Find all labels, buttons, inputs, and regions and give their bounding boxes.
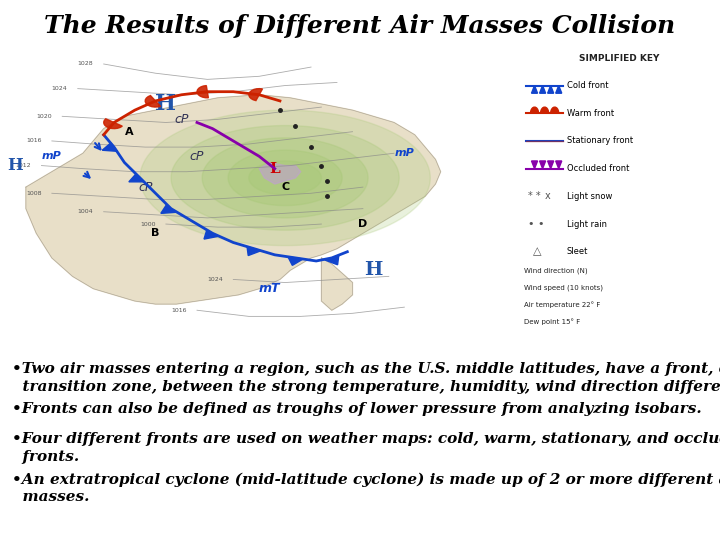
Text: •Fronts can also be defined as troughs of lower pressure from analyzing isobars.: •Fronts can also be defined as troughs o… [12,402,702,416]
Text: cP: cP [190,150,204,163]
Text: B: B [151,228,160,238]
Text: •Four different fronts are used on weather maps: cold, warm, stationary, and occ: •Four different fronts are used on weath… [12,432,720,463]
Text: Wind speed (10 knots): Wind speed (10 knots) [524,285,603,291]
Text: △: △ [533,247,541,256]
Text: cP: cP [138,180,153,194]
Text: Light rain: Light rain [567,220,607,228]
Polygon shape [548,85,554,93]
Polygon shape [321,258,353,310]
Polygon shape [104,119,122,129]
Text: mT: mT [258,282,280,295]
Text: H: H [156,93,176,115]
Polygon shape [539,85,546,93]
Text: mP: mP [395,148,414,158]
Text: 1028: 1028 [78,62,94,66]
Text: 1016: 1016 [171,308,186,313]
Polygon shape [249,161,321,195]
Text: 1000: 1000 [140,221,156,227]
Text: Wind direction (N): Wind direction (N) [524,268,588,274]
Text: 1016: 1016 [26,138,42,144]
Polygon shape [325,256,338,265]
Polygon shape [129,174,144,182]
Text: Dew point 15° F: Dew point 15° F [524,319,581,325]
Text: Warm front: Warm front [567,109,614,118]
Polygon shape [531,85,538,93]
Text: Cold front: Cold front [567,81,608,90]
Text: L: L [269,161,280,176]
Text: C: C [281,182,289,192]
Polygon shape [161,205,176,213]
Polygon shape [556,85,562,93]
Text: mP: mP [42,151,62,161]
Text: H: H [364,261,382,279]
Polygon shape [288,257,303,265]
Text: Air temperature 22° F: Air temperature 22° F [524,302,600,308]
Text: Light snow: Light snow [567,192,612,201]
Polygon shape [145,96,161,107]
Text: 1024: 1024 [207,277,223,282]
Polygon shape [102,143,117,151]
Polygon shape [539,161,546,168]
Text: 1024: 1024 [52,86,68,91]
Text: * *: * * [528,191,541,201]
Text: A: A [125,127,134,137]
Polygon shape [541,107,549,113]
Text: Sleet: Sleet [567,247,588,256]
Polygon shape [531,107,539,113]
Polygon shape [197,85,208,98]
Text: •Two air masses entering a region, such as the U.S. middle latitudes, have a fro: •Two air masses entering a region, such … [12,362,720,394]
Text: •An extratropical cyclone (mid-latitude cyclone) is made up of 2 or more differe: •An extratropical cyclone (mid-latitude … [12,472,720,504]
Polygon shape [26,95,441,304]
Text: 1004: 1004 [78,209,94,214]
Text: • •: • • [528,219,545,229]
Polygon shape [259,163,301,184]
Text: cP: cP [174,113,189,126]
Polygon shape [247,247,261,255]
Polygon shape [140,110,431,246]
Polygon shape [531,161,538,168]
Polygon shape [228,150,342,206]
Polygon shape [204,230,218,239]
Text: D: D [359,219,367,229]
Text: Occluded front: Occluded front [567,164,629,173]
Polygon shape [548,161,554,168]
Text: 1012: 1012 [15,163,31,168]
Text: x: x [544,191,550,201]
Text: Stationary front: Stationary front [567,137,633,145]
Text: H: H [8,157,24,174]
Polygon shape [249,89,263,100]
Polygon shape [171,126,399,230]
Polygon shape [551,107,559,113]
Polygon shape [202,138,368,218]
Text: The Results of Different Air Masses Collision: The Results of Different Air Masses Coll… [45,14,675,38]
Polygon shape [556,161,562,168]
Text: 1008: 1008 [26,191,42,196]
Text: SIMPLIFIED KEY: SIMPLIFIED KEY [579,54,660,63]
Text: 1020: 1020 [36,114,52,119]
